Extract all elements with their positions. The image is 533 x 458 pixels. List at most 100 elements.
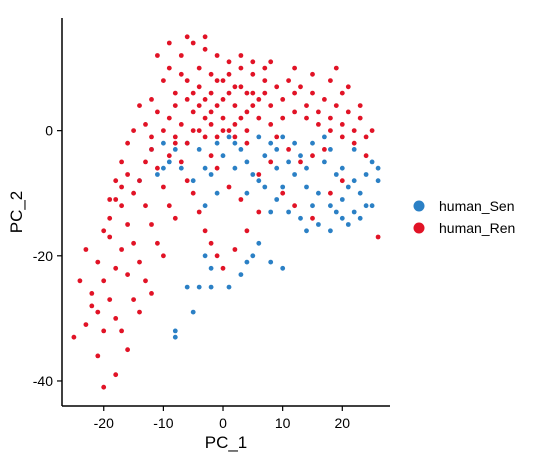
data-point-human_Sen-21 xyxy=(166,159,172,165)
data-point-human_Ren-139 xyxy=(298,159,303,165)
data-point-human_Ren-41 xyxy=(155,165,160,171)
data-point-human_Sen-8 xyxy=(208,265,214,271)
data-point-human_Ren-179 xyxy=(244,140,250,146)
data-point-human_Ren-35 xyxy=(161,253,166,259)
data-point-human_Ren-124 xyxy=(208,71,214,77)
data-point-human_Sen-19 xyxy=(161,165,166,171)
data-point-human_Sen-65 xyxy=(328,228,333,234)
data-point-human_Sen-41 xyxy=(369,159,375,165)
data-point-human_Sen-68 xyxy=(375,178,381,184)
data-point-human_Sen-29 xyxy=(328,147,333,152)
data-point-human_Ren-11 xyxy=(113,265,119,271)
data-point-human_Sen-55 xyxy=(280,134,286,140)
data-point-human_Ren-9 xyxy=(89,291,95,296)
data-point-human_Ren-125 xyxy=(220,78,226,83)
data-point-human_Ren-0 xyxy=(71,334,77,340)
data-point-human_Sen-25 xyxy=(286,159,291,165)
data-point-human_Ren-132 xyxy=(304,115,309,121)
data-point-human_Ren-5 xyxy=(95,309,101,315)
data-point-human_Ren-65 xyxy=(143,122,148,127)
data-point-human_Ren-166 xyxy=(363,153,369,159)
data-point-human_Sen-33 xyxy=(328,203,333,209)
data-point-human_Sen-58 xyxy=(226,134,232,140)
data-point-human_Sen-72 xyxy=(292,140,297,146)
data-point-human_Sen-53 xyxy=(256,134,262,140)
data-point-human_Ren-63 xyxy=(149,97,154,102)
data-point-human_Sen-4 xyxy=(196,284,202,290)
data-point-human_Ren-134 xyxy=(328,128,333,134)
data-point-human_Sen-42 xyxy=(375,165,381,171)
data-point-human_Ren-1 xyxy=(101,384,107,390)
data-point-human_Ren-160 xyxy=(125,140,130,146)
data-point-human_Ren-112 xyxy=(339,122,345,127)
data-point-human_Ren-161 xyxy=(119,159,124,165)
data-point-human_Ren-6 xyxy=(107,297,113,302)
data-point-human_Ren-184 xyxy=(238,53,244,58)
data-point-human_Sen-22 xyxy=(244,159,250,165)
data-point-human_Sen-26 xyxy=(298,153,303,159)
data-point-human_Sen-39 xyxy=(339,215,345,221)
data-point-human_Ren-151 xyxy=(280,190,286,196)
data-point-human_Ren-164 xyxy=(101,228,107,234)
data-point-human_Sen-17 xyxy=(202,165,208,171)
data-point-human_Ren-177 xyxy=(220,128,226,134)
y-tick-label: -20 xyxy=(33,248,53,264)
x-tick-label: -20 xyxy=(94,415,114,431)
data-point-human_Ren-131 xyxy=(292,90,297,96)
data-point-human_Ren-38 xyxy=(113,197,119,202)
x-tick-label: 0 xyxy=(219,415,227,431)
data-point-human_Ren-28 xyxy=(143,278,148,284)
data-point-human_Ren-17 xyxy=(131,297,137,302)
data-point-human_Ren-148 xyxy=(184,34,190,40)
data-point-human_Ren-107 xyxy=(280,115,286,121)
data-point-human_Sen-9 xyxy=(238,272,244,277)
data-point-human_Ren-110 xyxy=(316,109,321,115)
data-point-human_Ren-20 xyxy=(101,328,107,334)
data-point-human_Ren-99 xyxy=(184,78,190,83)
data-point-human_Ren-34 xyxy=(155,240,160,246)
data-point-human_Ren-53 xyxy=(214,253,220,259)
data-point-human_Ren-122 xyxy=(178,71,184,77)
data-point-human_Ren-154 xyxy=(328,190,333,196)
y-axis-title: PC_2 xyxy=(7,191,26,234)
data-point-human_Sen-15 xyxy=(178,165,184,171)
data-point-human_Ren-153 xyxy=(310,215,315,221)
data-point-human_Ren-172 xyxy=(184,140,190,146)
data-point-human_Ren-149 xyxy=(166,40,172,46)
data-point-human_Ren-114 xyxy=(363,134,369,140)
data-point-human_Ren-94 xyxy=(310,90,315,96)
data-point-human_Ren-182 xyxy=(214,78,220,83)
data-point-human_Ren-136 xyxy=(351,140,357,146)
data-point-human_Ren-60 xyxy=(214,165,220,171)
data-point-human_Sen-45 xyxy=(333,209,339,215)
data-point-human_Sen-37 xyxy=(357,190,363,196)
data-point-human_Ren-118 xyxy=(214,103,220,108)
data-point-human_Ren-12 xyxy=(95,259,101,265)
data-point-human_Ren-162 xyxy=(113,178,119,184)
data-point-human_Ren-84 xyxy=(190,128,196,134)
data-point-human_Ren-18 xyxy=(137,309,142,315)
data-point-human_Ren-36 xyxy=(125,172,130,177)
data-point-human_Sen-85 xyxy=(202,203,208,209)
data-point-human_Ren-10 xyxy=(101,278,107,284)
data-point-human_Ren-130 xyxy=(280,97,286,102)
data-point-human_Ren-86 xyxy=(214,134,220,140)
data-point-human_Sen-30 xyxy=(292,172,297,177)
data-point-human_Ren-89 xyxy=(250,103,256,108)
data-point-human_Ren-26 xyxy=(131,240,137,246)
data-point-human_Sen-70 xyxy=(322,159,327,165)
data-point-human_Sen-32 xyxy=(316,190,321,196)
data-point-human_Sen-13 xyxy=(268,259,274,265)
data-point-human_Ren-92 xyxy=(286,78,291,83)
data-point-human_Sen-12 xyxy=(256,240,262,246)
data-point-human_Ren-104 xyxy=(244,109,250,115)
data-point-human_Ren-181 xyxy=(202,97,208,102)
data-point-human_Ren-174 xyxy=(161,128,166,134)
data-point-human_Ren-100 xyxy=(196,84,202,90)
data-point-human_Ren-71 xyxy=(226,59,232,65)
data-point-human_Ren-142 xyxy=(328,78,333,83)
data-point-human_Ren-13 xyxy=(83,247,89,252)
data-point-human_Sen-83 xyxy=(268,209,274,215)
data-point-human_Ren-140 xyxy=(286,147,291,152)
